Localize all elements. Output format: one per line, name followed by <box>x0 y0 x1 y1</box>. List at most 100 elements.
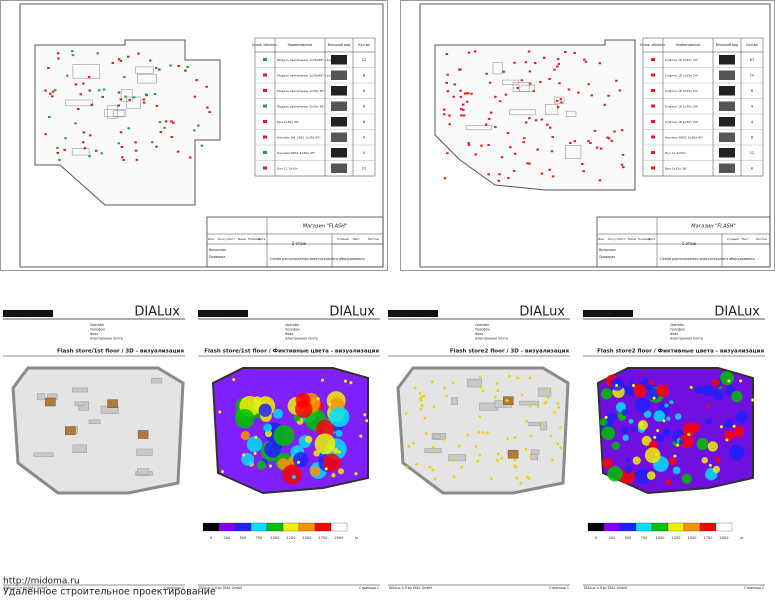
table-cell: Модуль светильник 1х35х48°+1х20х10° <box>277 73 341 77</box>
table-cell: Неолюм 3М_3385 1х35х 36° <box>277 135 321 139</box>
render-spot <box>443 437 446 441</box>
luminaire <box>474 153 477 156</box>
heat-blob <box>310 466 321 477</box>
render-spot <box>656 429 660 433</box>
render-spot <box>520 393 524 397</box>
heat-blob <box>273 408 284 419</box>
heat-blob <box>235 408 255 429</box>
heat-blob <box>621 409 629 416</box>
table-header: Услов. обознач. <box>252 43 278 47</box>
table-cell: Софтон 1Е 2х70х 24° <box>665 120 699 124</box>
render-spot <box>604 415 608 419</box>
heat-blob <box>724 419 733 428</box>
render-spot <box>500 456 504 460</box>
heat-blob <box>656 384 669 398</box>
render-spot <box>460 465 464 469</box>
luminaire <box>155 104 159 107</box>
appearance <box>719 70 735 80</box>
scale-swatch <box>202 522 220 532</box>
render-shelf <box>71 387 89 393</box>
luminaire <box>137 52 140 55</box>
render-spot <box>477 430 481 434</box>
render-spot <box>528 376 532 380</box>
render-spot <box>419 398 423 402</box>
luminaire <box>540 172 544 175</box>
luminaire <box>150 141 154 144</box>
column-label: Кол.уч <box>218 237 228 241</box>
luminaire <box>485 72 488 75</box>
luminaire <box>487 117 491 120</box>
luminaire <box>102 88 106 91</box>
sheet-title: Схема расположения осветительного оборуд… <box>660 257 755 261</box>
scale-swatch <box>603 522 621 532</box>
render-spot <box>751 398 755 402</box>
render-spot <box>708 463 712 467</box>
fixture-block <box>492 62 503 75</box>
scale-swatch <box>218 522 236 532</box>
luminaire <box>567 88 571 91</box>
address-line: Operator <box>90 323 105 327</box>
luminaire <box>598 62 602 65</box>
appearance <box>719 148 735 158</box>
fixture-block <box>120 89 133 102</box>
symbol <box>651 73 655 77</box>
luminaire <box>577 91 580 94</box>
table-cell: 8 <box>363 120 365 124</box>
render-spot <box>542 388 546 392</box>
heat-blob <box>295 400 313 418</box>
luminaire <box>96 52 100 55</box>
appearance <box>331 55 347 65</box>
render-spot <box>653 435 657 439</box>
luminaire <box>149 59 152 62</box>
luminaire <box>522 141 525 144</box>
heat-blob <box>293 451 309 468</box>
luminaire <box>87 76 91 79</box>
luminaire <box>98 89 101 92</box>
luminaire <box>620 129 624 132</box>
table-header: Кол-во <box>358 43 369 47</box>
render-spot <box>662 419 666 423</box>
scale-swatch <box>683 522 701 532</box>
render-spot <box>615 383 619 387</box>
luminaire <box>606 136 609 139</box>
luminaire <box>556 106 560 109</box>
render-spot <box>419 407 423 411</box>
luminaire <box>528 70 532 73</box>
render-spot <box>316 397 320 401</box>
luminaire <box>473 50 477 53</box>
render-spot <box>253 451 257 455</box>
luminaire <box>524 121 528 124</box>
table-header: Кол-во <box>746 43 757 47</box>
luminaire <box>520 79 524 82</box>
scale-swatch <box>234 522 252 532</box>
render-spot <box>528 404 532 408</box>
heat-blob <box>719 371 734 386</box>
column-label: Дата <box>258 237 266 241</box>
scale-label: 0 <box>210 536 212 540</box>
heat-blob <box>634 397 650 413</box>
render-spot <box>495 458 499 462</box>
render-shelf <box>530 449 540 455</box>
scale-label: 1000 <box>271 536 280 540</box>
heat-blob <box>696 437 709 451</box>
render-spot <box>269 464 273 468</box>
scale-label: 1250 <box>672 536 681 540</box>
table-cell: 8 <box>363 104 365 108</box>
scale-swatch <box>619 522 637 532</box>
luminaire <box>548 168 551 171</box>
table-cell: Луч 11 2х50х <box>277 166 298 170</box>
luminaire <box>583 58 586 61</box>
heat-blob <box>666 416 671 421</box>
luminaire <box>558 82 561 85</box>
fixture-block <box>107 105 118 119</box>
scale-swatch <box>667 522 685 532</box>
luminaire <box>128 98 131 101</box>
fixture-block <box>65 99 94 107</box>
heat-blob <box>674 413 682 420</box>
luminaire <box>516 86 520 89</box>
luminaire <box>208 111 211 114</box>
luminaire <box>83 147 87 150</box>
header-bar <box>3 310 53 317</box>
render-spot <box>496 389 500 393</box>
address-line: Телефон <box>669 328 685 332</box>
